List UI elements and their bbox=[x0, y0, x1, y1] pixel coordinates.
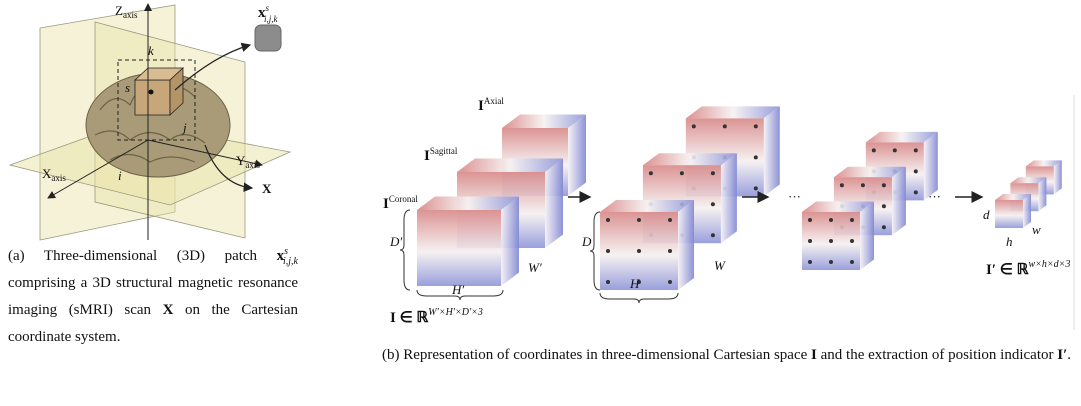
output-space: I′ ∈ ℝw×h×d×3 bbox=[986, 259, 1070, 278]
cube-dot bbox=[882, 204, 886, 208]
cube-side bbox=[860, 202, 874, 271]
cube-dot bbox=[711, 171, 715, 175]
cube-front bbox=[417, 210, 501, 286]
k-label: k bbox=[148, 43, 154, 58]
patch-icon bbox=[255, 25, 281, 51]
cube-top bbox=[457, 159, 563, 173]
caption-a: (a) Three-dimensional (3D) patch xsi,j,k… bbox=[8, 243, 298, 351]
cube-dot bbox=[723, 124, 727, 128]
panel-b-cubes bbox=[400, 95, 1074, 330]
cube-side bbox=[892, 167, 906, 236]
cube-dot bbox=[680, 171, 684, 175]
cube-dot bbox=[606, 218, 610, 222]
cube-side bbox=[721, 153, 737, 243]
caption-text: (a) Three-dimensional (3D) patch bbox=[8, 248, 277, 264]
caption-math: X bbox=[163, 302, 174, 318]
z-axis-label: Zaxis bbox=[115, 3, 138, 20]
cube-dot bbox=[711, 233, 715, 237]
caption-math: i,j,k bbox=[283, 256, 298, 267]
cube-dot bbox=[829, 218, 833, 222]
cube-dot bbox=[668, 218, 672, 222]
cube-dot bbox=[692, 124, 696, 128]
cube-dot bbox=[754, 124, 758, 128]
cube-front bbox=[995, 200, 1023, 228]
cube-dot bbox=[882, 183, 886, 187]
dim-label: w bbox=[1032, 222, 1041, 237]
cube-dot bbox=[829, 260, 833, 264]
cube-dot bbox=[850, 260, 854, 264]
cube-side bbox=[501, 197, 519, 287]
dim-label: W bbox=[714, 258, 726, 273]
cube-dot bbox=[649, 171, 653, 175]
cube-dot bbox=[840, 183, 844, 187]
cube-top bbox=[600, 200, 694, 212]
patch-center bbox=[149, 90, 154, 95]
cube-dot bbox=[754, 186, 758, 190]
plane-label: ICoronal bbox=[383, 194, 418, 212]
dim-label: H bbox=[629, 276, 640, 291]
dim-label: H′ bbox=[451, 282, 464, 297]
cube-dot bbox=[711, 202, 715, 206]
cube-dot bbox=[850, 218, 854, 222]
cube-dot bbox=[914, 169, 918, 173]
input-space: I ∈ ℝW′×H′×D′×3 bbox=[390, 307, 483, 326]
cube-dot bbox=[914, 190, 918, 194]
dim-label: d bbox=[983, 207, 990, 222]
s-label: s bbox=[125, 80, 130, 95]
cube-dot bbox=[893, 148, 897, 152]
ellipsis: ··· bbox=[788, 189, 801, 204]
caption-b: (b) Representation of coordinates in thr… bbox=[382, 342, 1077, 369]
cube-side bbox=[764, 106, 780, 196]
dim-label: h bbox=[1006, 234, 1013, 249]
cube-dot bbox=[606, 280, 610, 284]
cube-dot bbox=[637, 218, 641, 222]
cube-dot bbox=[850, 239, 854, 243]
cube-dot bbox=[754, 155, 758, 159]
page: Zaxis Yaxis Xaxis k s i j xsi,j,k X IAxi… bbox=[0, 0, 1081, 406]
cube-dot bbox=[872, 148, 876, 152]
cube-dot bbox=[882, 225, 886, 229]
patch-cube bbox=[135, 80, 170, 115]
cube-dot bbox=[637, 249, 641, 253]
cube-dot bbox=[808, 260, 812, 264]
brace bbox=[400, 210, 410, 290]
dim-label: D′ bbox=[389, 234, 402, 249]
cube-dot bbox=[808, 218, 812, 222]
ellipsis: ··· bbox=[928, 189, 941, 204]
caption-text: and the extraction of position indicator bbox=[817, 347, 1057, 363]
plane-label: IAxial bbox=[478, 96, 504, 114]
cube-side bbox=[545, 159, 563, 249]
caption-math: I′ bbox=[1057, 347, 1067, 363]
caption-text: . bbox=[1067, 347, 1071, 363]
cube-side bbox=[678, 200, 694, 290]
plane-label: ISagittal bbox=[424, 146, 458, 164]
cube-dot bbox=[861, 183, 865, 187]
cube-top bbox=[643, 153, 737, 165]
cube-dot bbox=[668, 280, 672, 284]
cube-side bbox=[568, 115, 586, 197]
caption-text: (b) Representation of coordinates in thr… bbox=[382, 347, 811, 363]
brace bbox=[590, 212, 600, 290]
scan-label: X bbox=[262, 181, 272, 196]
cube-dot bbox=[914, 148, 918, 152]
cube-dot bbox=[668, 249, 672, 253]
cube-dot bbox=[808, 239, 812, 243]
cube-top bbox=[686, 106, 780, 118]
brace bbox=[600, 293, 678, 303]
dim-label: W′ bbox=[528, 260, 542, 275]
i-label: i bbox=[118, 168, 122, 183]
cube-dot bbox=[829, 239, 833, 243]
dim-label: D bbox=[581, 234, 592, 249]
cube-dot bbox=[606, 249, 610, 253]
